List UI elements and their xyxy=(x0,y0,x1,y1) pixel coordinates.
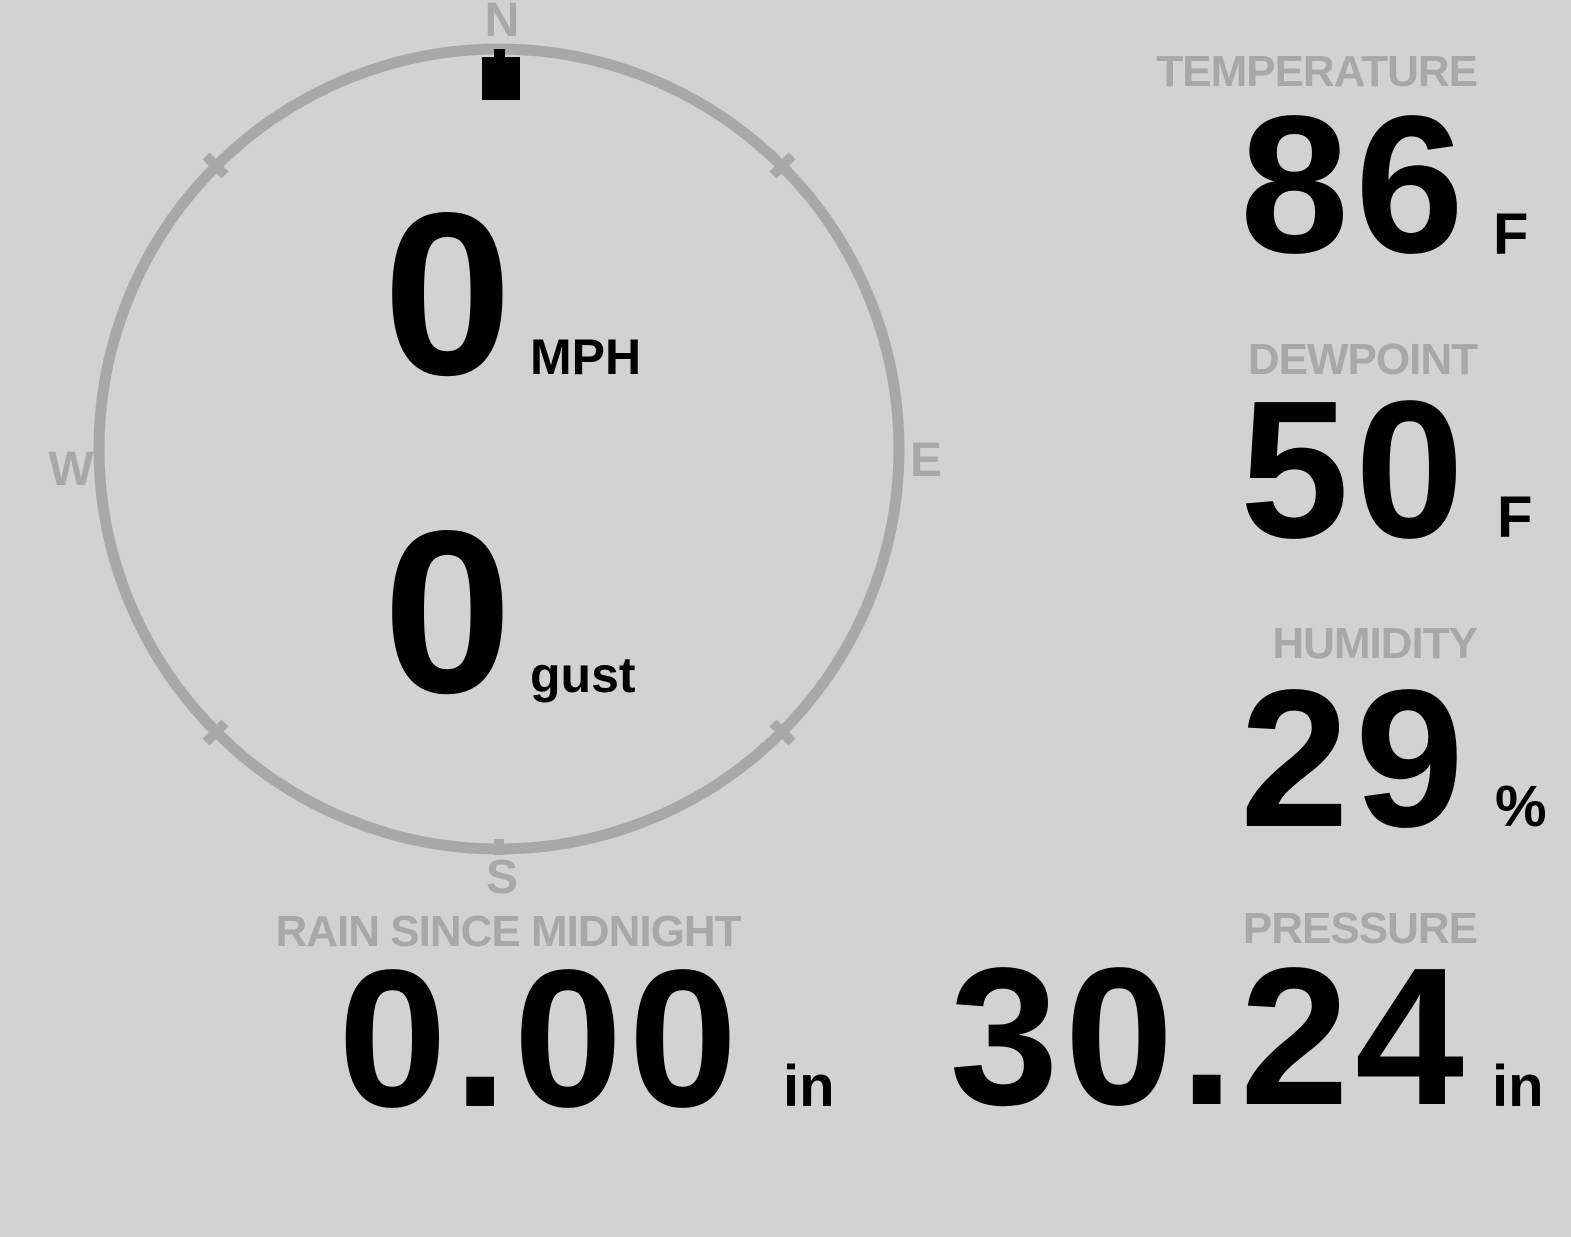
rain-unit: in xyxy=(783,1054,835,1119)
pressure-value: 30.24 xyxy=(949,927,1470,1146)
pressure-label: PRESSURE xyxy=(1242,904,1478,953)
wind-gust-value: 0 xyxy=(383,483,513,742)
dewpoint-unit: F xyxy=(1497,485,1533,550)
wind-speed-unit: MPH xyxy=(530,329,642,385)
compass-label-south: S xyxy=(485,851,519,904)
humidity-unit: % xyxy=(1495,774,1547,839)
humidity-label: HUMIDITY xyxy=(1272,619,1478,668)
compass-tick-se xyxy=(769,719,796,746)
wind-direction-tick-icon xyxy=(494,49,505,59)
dewpoint-value: 50 xyxy=(1239,360,1470,579)
compass-label-north: N xyxy=(484,0,520,47)
wind-direction-marker-icon xyxy=(482,57,520,100)
temperature-label: TEMPERATURE xyxy=(1156,47,1478,96)
compass-label-west: W xyxy=(48,443,94,496)
temperature-value: 86 xyxy=(1239,75,1470,294)
compass-tick-ne xyxy=(769,152,796,179)
humidity-value: 29 xyxy=(1239,649,1470,868)
dewpoint-label: DEWPOINT xyxy=(1247,335,1478,384)
compass-tick-nw xyxy=(202,152,229,179)
wind-gust-unit: gust xyxy=(530,647,636,703)
compass-tick-sw xyxy=(202,719,229,746)
pressure-unit: in xyxy=(1492,1054,1544,1119)
temperature-unit: F xyxy=(1493,202,1529,267)
rain-label: RAIN SINCE MIDNIGHT xyxy=(275,907,742,956)
rain-value: 0.00 xyxy=(338,929,744,1148)
compass-label-east: E xyxy=(909,434,943,487)
wind-speed-value: 0 xyxy=(383,165,513,424)
